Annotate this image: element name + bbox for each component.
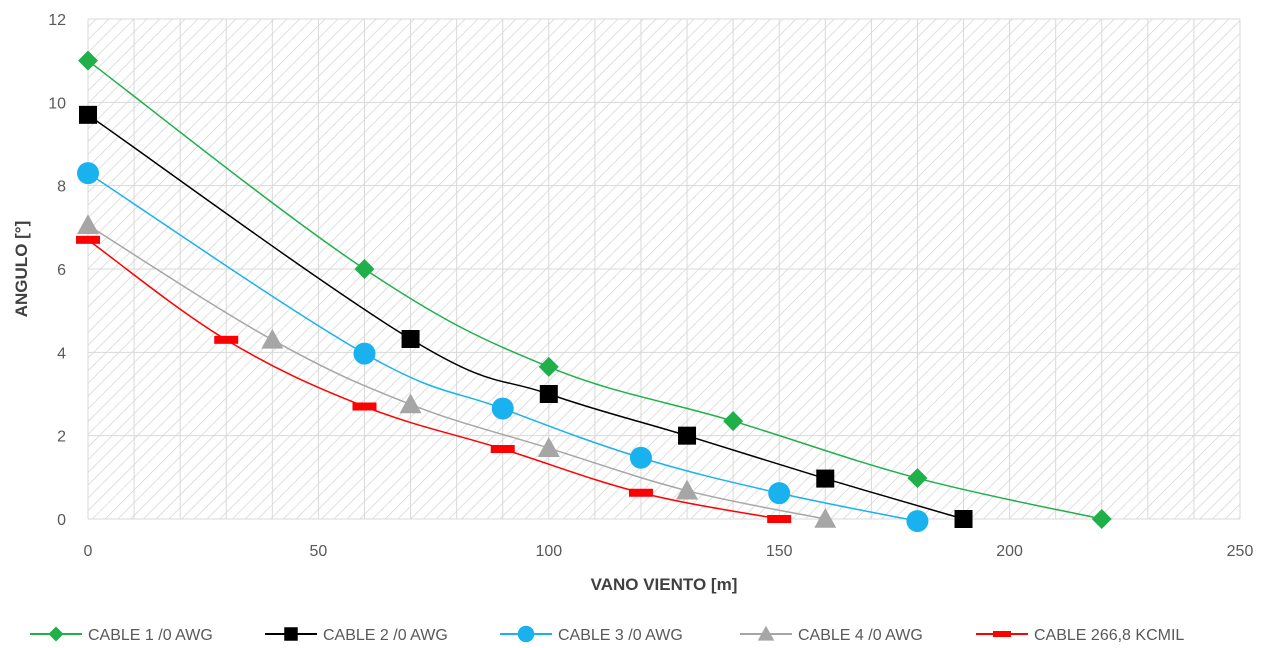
data-point (76, 236, 100, 244)
data-point (79, 106, 97, 124)
data-point (906, 510, 928, 532)
legend-label: CABLE 3 /0 AWG (558, 627, 683, 644)
y-axis-title: ANGULO [°] (12, 221, 31, 318)
legend-label: CABLE 2 /0 AWG (323, 627, 448, 644)
data-point (492, 398, 514, 420)
x-tick-label: 200 (996, 543, 1023, 560)
y-axis-ticks: 0 2 4 6 8 10 12 (48, 12, 66, 529)
x-tick-label: 50 (310, 543, 328, 560)
data-point (768, 482, 790, 504)
legend-label: CABLE 4 /0 AWG (798, 627, 923, 644)
x-axis-title: VANO VIENTO [m] (591, 575, 738, 594)
data-point (402, 330, 420, 348)
x-tick-label: 0 (84, 543, 93, 560)
legend: CABLE 1 /0 AWG CABLE 2 /0 AWG CABLE 3 /0 A… (30, 626, 1184, 644)
data-point (955, 510, 973, 528)
data-point (816, 470, 834, 488)
y-tick-label: 12 (48, 12, 66, 29)
data-point (630, 447, 652, 469)
data-point (353, 343, 375, 365)
y-tick-label: 2 (57, 429, 66, 446)
data-point (491, 445, 515, 453)
x-axis-ticks: 0 50 100 150 200 250 (84, 543, 1254, 560)
x-tick-label: 150 (766, 543, 793, 560)
y-tick-label: 6 (57, 262, 66, 279)
data-point (629, 489, 653, 497)
legend-marker (993, 631, 1011, 637)
data-point (214, 336, 238, 344)
data-point (77, 162, 99, 184)
legend-label: CABLE 1 /0 AWG (88, 627, 213, 644)
data-point (767, 515, 791, 523)
legend-marker (518, 626, 535, 643)
data-point (678, 427, 696, 445)
y-tick-label: 4 (57, 345, 66, 362)
x-tick-label: 100 (535, 543, 562, 560)
data-point (540, 385, 558, 403)
x-tick-label: 250 (1227, 543, 1254, 560)
y-tick-label: 10 (48, 95, 66, 112)
y-tick-label: 8 (57, 179, 66, 196)
legend-label: CABLE 266,8 KCMIL (1034, 627, 1184, 644)
y-tick-label: 0 (57, 512, 66, 529)
legend-marker (284, 627, 298, 641)
data-point (352, 403, 376, 411)
legend-marker (49, 627, 64, 642)
